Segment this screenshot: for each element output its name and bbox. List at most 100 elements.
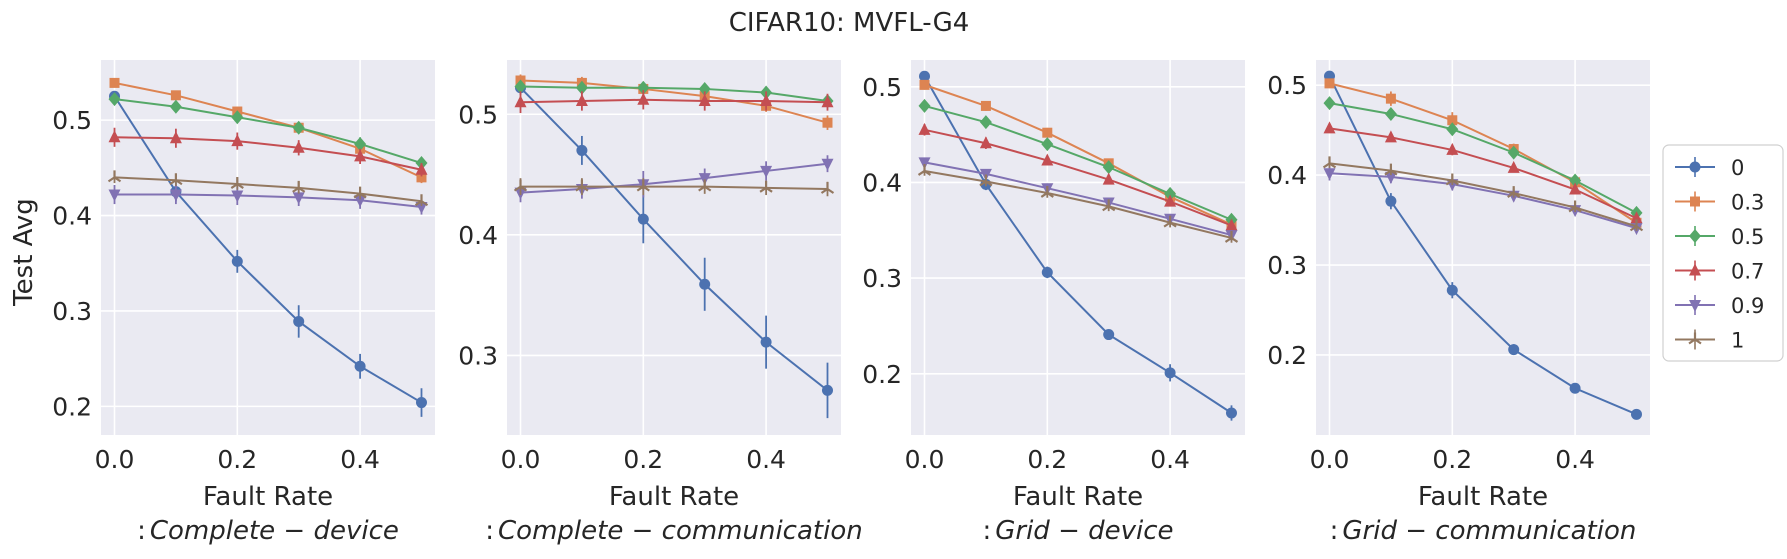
data-point — [1040, 185, 1054, 198]
data-point — [108, 92, 121, 107]
plot-area — [507, 60, 841, 435]
x-tick-label: 0.0 — [905, 445, 945, 474]
data-point — [822, 117, 833, 128]
data-point — [1322, 156, 1337, 169]
legend-label: 0.9 — [1731, 294, 1764, 318]
data-point — [698, 179, 712, 192]
legend-label: 1 — [1731, 329, 1744, 353]
series-line — [923, 75, 1233, 414]
x-axis-label: Fault Rate — [1013, 482, 1143, 512]
series-0.5 — [108, 92, 428, 171]
data-point — [979, 136, 992, 149]
series-line — [924, 169, 1232, 239]
data-point — [231, 134, 244, 147]
data-point — [1446, 284, 1458, 296]
data-point — [575, 80, 588, 95]
plot-area — [1316, 60, 1650, 435]
subplot-label-prefix: : — [1330, 516, 1339, 546]
data-point — [1225, 407, 1237, 419]
data-point — [1445, 173, 1459, 186]
data-point — [917, 163, 932, 176]
data-point — [919, 79, 930, 90]
legend-entry-0.7: 0.7 — [1675, 260, 1764, 284]
series-line — [520, 185, 828, 191]
y-tick-label: 0.3 — [1267, 251, 1307, 280]
y-tick-label: 0.5 — [52, 106, 92, 135]
legend-box — [1662, 144, 1784, 362]
series-line — [114, 98, 422, 165]
data-point — [980, 100, 991, 111]
data-point — [292, 192, 305, 205]
legend: 0 0.3 0.5 0.7 0.9 1 — [1662, 144, 1784, 362]
data-point — [1164, 367, 1176, 379]
data-point — [979, 115, 992, 130]
data-point — [821, 95, 834, 108]
subplots: 0.2 0.3 0.4 0.5 0.0 0.2 0.4 Fault Rate: Complete… — [52, 60, 1650, 546]
x-tick-label: 0.4 — [1555, 445, 1595, 474]
subplot-label-prefix: : — [982, 516, 991, 546]
data-point — [918, 98, 931, 113]
series-line — [1329, 82, 1638, 224]
legend-marker — [1690, 196, 1700, 207]
series-line — [114, 193, 422, 208]
data-point — [575, 93, 588, 106]
series-0.9 — [918, 157, 1238, 243]
data-point — [1507, 186, 1521, 199]
data-point — [170, 90, 181, 101]
data-point — [354, 195, 367, 208]
data-point — [514, 95, 527, 108]
legend-entry-0.5: 0.5 — [1675, 225, 1764, 249]
data-point — [108, 130, 121, 143]
data-point — [1630, 408, 1642, 420]
series-line — [114, 81, 422, 179]
data-point — [1446, 142, 1459, 155]
data-point — [513, 179, 528, 192]
legend-label: 0 — [1731, 156, 1744, 180]
data-point — [979, 174, 993, 187]
data-point — [415, 162, 428, 175]
subplot-label-text: Complete − device — [150, 516, 399, 546]
x-tick-label: 0.2 — [217, 445, 257, 474]
data-point — [1569, 382, 1581, 394]
data-point — [1102, 199, 1116, 212]
data-point — [1225, 218, 1238, 231]
subplot-label-text: Complete − communication — [498, 516, 863, 546]
legend-label: 0.7 — [1731, 260, 1764, 284]
data-point — [354, 360, 366, 372]
series-line — [924, 104, 1232, 221]
data-point — [1446, 122, 1459, 137]
data-point — [354, 149, 367, 162]
series-line — [1329, 127, 1637, 220]
legend-entry-0.9: 0.9 — [1675, 294, 1764, 318]
data-point — [230, 177, 244, 189]
y-tick-label: 0.4 — [862, 168, 902, 197]
legend-marker — [1689, 300, 1701, 312]
data-point — [1103, 329, 1115, 341]
data-point — [107, 170, 122, 183]
data-point — [1385, 93, 1396, 104]
data-point — [1164, 186, 1177, 201]
plot-area — [911, 60, 1245, 435]
series-1 — [917, 163, 1239, 243]
y-tick-label: 0.5 — [1267, 71, 1307, 100]
data-point — [820, 182, 835, 194]
y-tick-label: 0.3 — [458, 341, 498, 370]
data-point — [514, 79, 527, 94]
data-point — [1384, 130, 1397, 143]
series-line — [924, 161, 1232, 237]
data-point — [1323, 121, 1336, 134]
data-point — [1323, 96, 1336, 111]
data-point — [1385, 195, 1397, 207]
data-point — [1384, 171, 1397, 184]
series-0.7 — [108, 127, 428, 177]
x-tick-label: 0.2 — [623, 445, 663, 474]
y-tick-label: 0.3 — [52, 297, 92, 326]
series-line — [519, 87, 829, 392]
data-point — [698, 93, 711, 106]
series-line — [520, 98, 828, 104]
data-point — [918, 122, 931, 135]
data-point — [1102, 160, 1115, 175]
data-point — [293, 315, 305, 327]
data-point — [108, 189, 121, 202]
data-point — [231, 110, 244, 125]
